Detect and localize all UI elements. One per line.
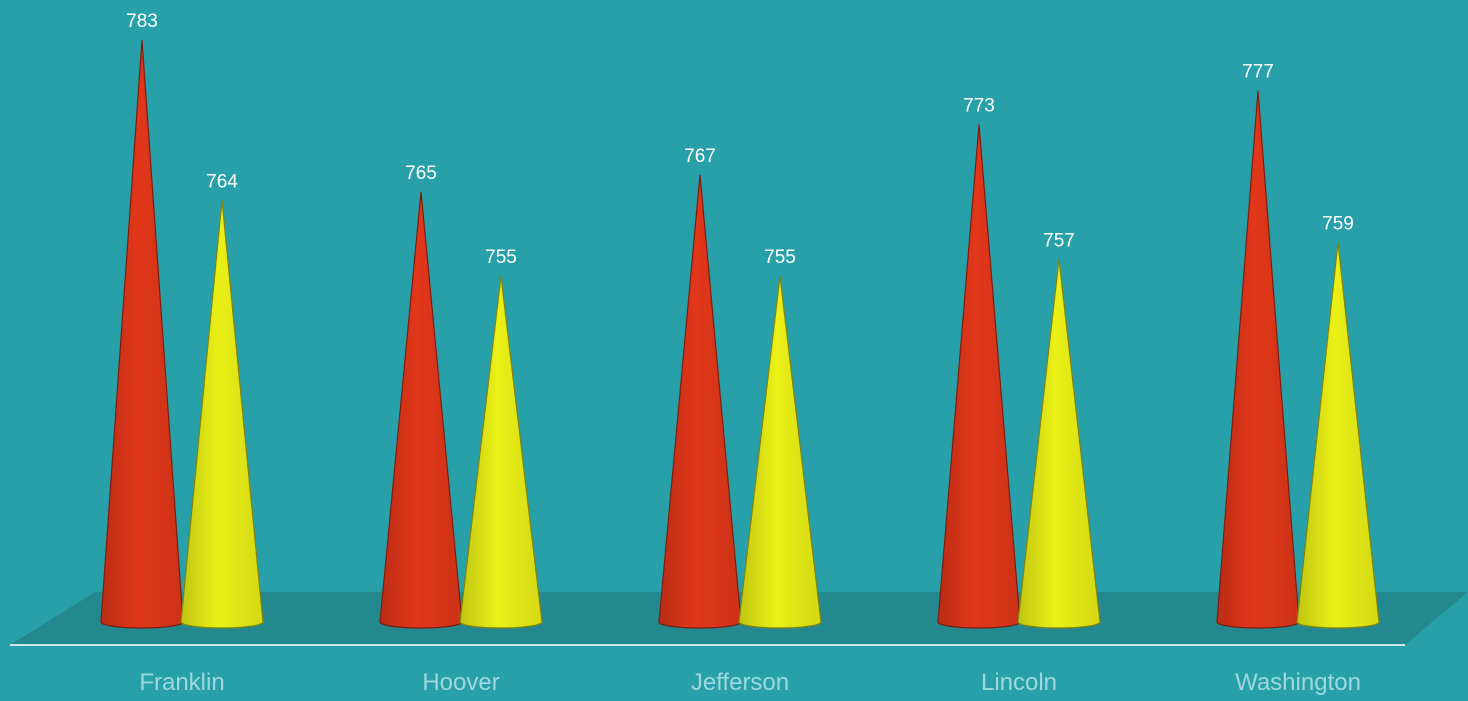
cone-franklin-2 <box>180 200 264 629</box>
category-axis: Franklin Hoover Jefferson Lincoln Washington <box>139 669 1361 696</box>
cone-hoover-1 <box>379 191 463 629</box>
value-label: 765 <box>405 163 437 184</box>
cone-hoover-2 <box>459 276 543 629</box>
value-label: 757 <box>1043 230 1075 251</box>
value-label: 783 <box>126 11 158 32</box>
value-labels: 783 764 765 755 767 755 773 757 777 759 <box>126 11 1354 268</box>
cone-lincoln-1 <box>937 124 1021 629</box>
category-label: Washington <box>1235 669 1361 696</box>
category-label: Jefferson <box>691 669 789 696</box>
category-label: Lincoln <box>981 669 1057 696</box>
category-label: Franklin <box>139 669 224 696</box>
value-label: 777 <box>1242 62 1274 83</box>
cone-franklin-1 <box>100 39 184 629</box>
cone-washington-2 <box>1296 242 1380 629</box>
cone-series <box>100 39 1380 629</box>
cone-lincoln-2 <box>1017 259 1101 629</box>
value-label: 759 <box>1322 213 1354 234</box>
value-label: 755 <box>485 247 517 268</box>
cone-jefferson-2 <box>738 276 822 629</box>
cone-washington-1 <box>1216 90 1300 629</box>
category-label: Hoover <box>422 669 499 696</box>
value-label: 764 <box>206 171 238 192</box>
cone-jefferson-1 <box>658 174 742 629</box>
value-label: 755 <box>764 247 796 268</box>
value-label: 767 <box>684 146 716 167</box>
value-label: 773 <box>963 95 995 116</box>
